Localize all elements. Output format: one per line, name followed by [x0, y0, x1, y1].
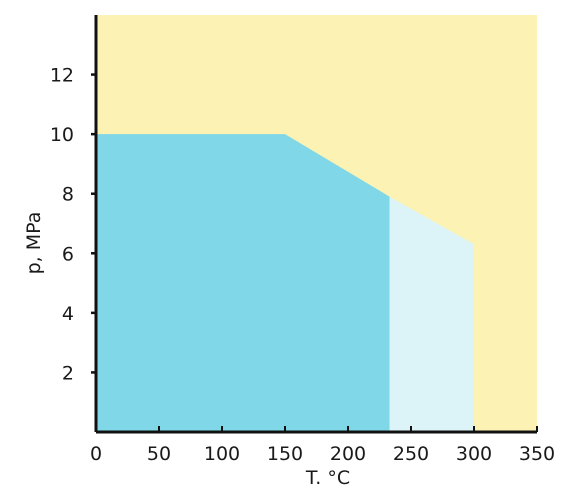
x-tick-label-250: 250	[393, 443, 429, 465]
x-tick-label-100: 100	[204, 443, 240, 465]
y-axis-label: p, MPa	[23, 212, 45, 275]
y-tick-label-6: 6	[62, 243, 74, 265]
x-tick-label-300: 300	[456, 443, 492, 465]
y-tick-label-2: 2	[62, 362, 74, 384]
x-tick-label-200: 200	[330, 443, 366, 465]
x-tick-label-50: 50	[147, 443, 171, 465]
x-tick-label-150: 150	[267, 443, 303, 465]
chart-regions	[96, 15, 537, 432]
x-tick-label-0: 0	[90, 443, 102, 465]
y-tick-label-4: 4	[62, 303, 74, 325]
x-tick-label-350: 350	[519, 443, 555, 465]
y-tick-label-8: 8	[62, 184, 74, 206]
y-tick-label-10: 10	[50, 124, 74, 146]
y-tick-label-12: 12	[50, 65, 74, 87]
region-1	[96, 134, 390, 432]
x-axis-label: T. °C	[305, 467, 350, 489]
